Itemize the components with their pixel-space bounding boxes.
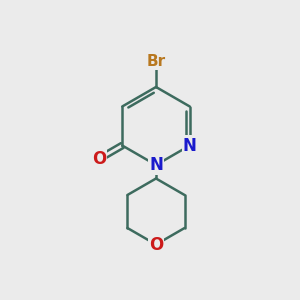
Text: Br: Br [146,54,166,69]
Text: O: O [92,150,106,168]
Text: N: N [183,136,197,154]
Text: O: O [149,236,163,253]
Text: N: N [149,156,163,174]
